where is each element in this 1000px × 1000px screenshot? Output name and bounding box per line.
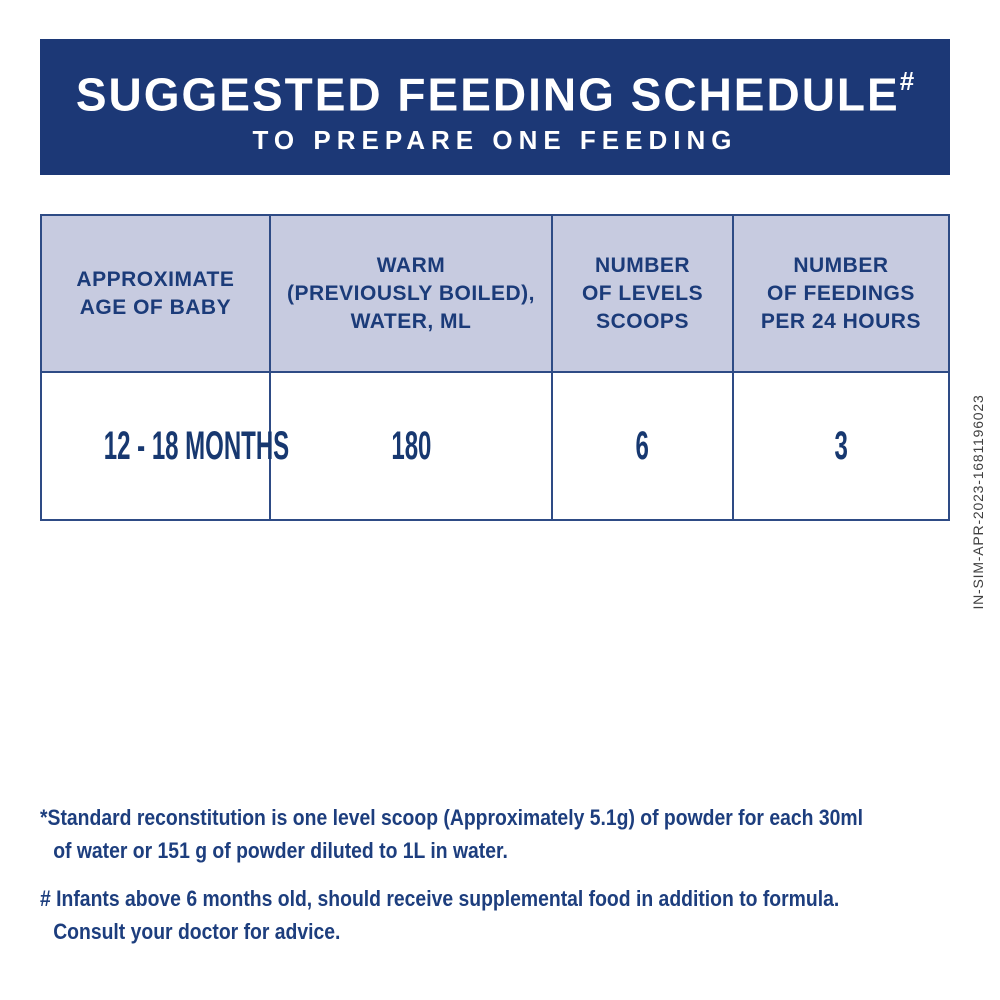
col-header-warm-water-ml: WARM (PREVIOUSLY BOILED), WATER, ML	[268, 214, 554, 373]
cell-age: 12 - 18 MONTHS	[40, 371, 289, 521]
water-ml-value: 180	[390, 423, 432, 468]
page-title-footnote-marker: #	[899, 65, 915, 96]
header-banner: SUGGESTED FEEDING SCHEDULE# TO PREPARE O…	[40, 39, 950, 175]
feedings-value: 3	[834, 423, 848, 468]
footnote-supplemental-food: # Infants above 6 months old, should rec…	[40, 886, 840, 944]
batch-code: IN-SIM-APR-2023-1681196023	[970, 394, 986, 610]
col-header-approximate-age: APPROXIMATE AGE OF BABY	[40, 214, 271, 373]
page-title-text: SUGGESTED FEEDING SCHEDULE	[75, 68, 900, 121]
footnote-standard-reconstitution: *Standard reconstitution is one level sc…	[40, 805, 863, 863]
col-header-feedings-per-24-hours: NUMBER OF FEEDINGS PER 24 HOURS	[731, 214, 951, 373]
page-title: SUGGESTED FEEDING SCHEDULE#	[76, 60, 914, 119]
scoops-value: 6	[635, 423, 650, 468]
table-header-row: APPROXIMATE AGE OF BABY WARM (PREVIOUSLY…	[40, 214, 951, 373]
feeding-table: APPROXIMATE AGE OF BABY WARM (PREVIOUSLY…	[40, 214, 951, 521]
age-value: 12 - 18 MONTHS	[103, 423, 290, 468]
table-row: 12 - 18 MONTHS 180 6 3	[40, 371, 951, 521]
cell-scoops: 6	[551, 371, 734, 521]
col-header-number-of-scoops: NUMBER OF LEVELS SCOOPS	[551, 214, 734, 373]
page-subtitle: TO PREPARE ONE FEEDING	[252, 125, 738, 156]
cell-water-ml: 180	[268, 371, 554, 521]
cell-feedings: 3	[731, 371, 951, 521]
